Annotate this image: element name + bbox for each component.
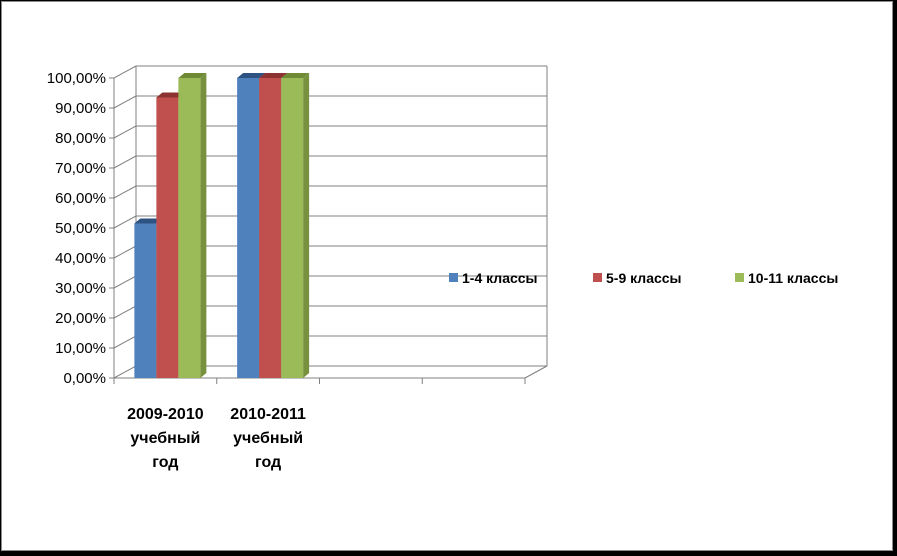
y-tick-label: 50,00% xyxy=(55,220,106,237)
x-category-label: 2010-2011 xyxy=(230,406,306,423)
legend-swatch xyxy=(449,273,458,282)
gridline-side xyxy=(113,335,137,349)
y-tick-label: 90,00% xyxy=(55,100,106,117)
bar-top xyxy=(134,218,163,224)
y-tick-label: 10,00% xyxy=(55,340,106,357)
legend-label: 10-11 классы xyxy=(748,270,838,286)
y-tick-label: 0,00% xyxy=(63,370,106,387)
gridline-side xyxy=(113,365,137,379)
legend-swatch xyxy=(593,273,602,282)
bar xyxy=(156,97,179,378)
x-category-label: 2009-2010 xyxy=(127,406,204,423)
gridline-side xyxy=(113,305,137,319)
x-category-label: год xyxy=(152,454,178,471)
y-tick-label: 100,00% xyxy=(47,70,106,87)
bar-side xyxy=(303,73,310,378)
floor-right-edge xyxy=(524,365,548,379)
x-category-label: учебный xyxy=(233,430,303,447)
y-tick-label: 30,00% xyxy=(55,280,106,297)
bar-top xyxy=(178,73,207,78)
gridline-side xyxy=(113,155,137,169)
bar-top xyxy=(259,73,288,78)
gridline-side xyxy=(113,215,137,229)
x-category-label: учебный xyxy=(130,430,200,447)
legend-label: 1-4 классы xyxy=(462,270,538,286)
gridline-side xyxy=(113,185,137,199)
bar-top xyxy=(156,92,185,98)
x-category-label: год xyxy=(255,454,281,471)
gridline-side xyxy=(113,125,137,139)
gridline-side xyxy=(113,245,137,259)
y-tick-label: 60,00% xyxy=(55,190,106,207)
bar xyxy=(259,78,282,378)
bar-top xyxy=(237,73,266,78)
gridline-side xyxy=(113,65,137,79)
bar-side xyxy=(200,73,207,378)
gridline-side xyxy=(113,95,137,109)
bar xyxy=(134,223,157,378)
y-tick-label: 40,00% xyxy=(55,250,106,267)
y-tick-label: 20,00% xyxy=(55,310,106,327)
bar xyxy=(281,78,304,378)
y-tick-label: 70,00% xyxy=(55,160,106,177)
bar xyxy=(237,78,260,378)
gridline-side xyxy=(113,275,137,289)
legend-label: 5-9 классы xyxy=(606,270,682,286)
legend-swatch xyxy=(735,273,744,282)
y-tick-label: 80,00% xyxy=(55,130,106,147)
bar xyxy=(178,78,201,378)
bar-top xyxy=(281,73,310,78)
